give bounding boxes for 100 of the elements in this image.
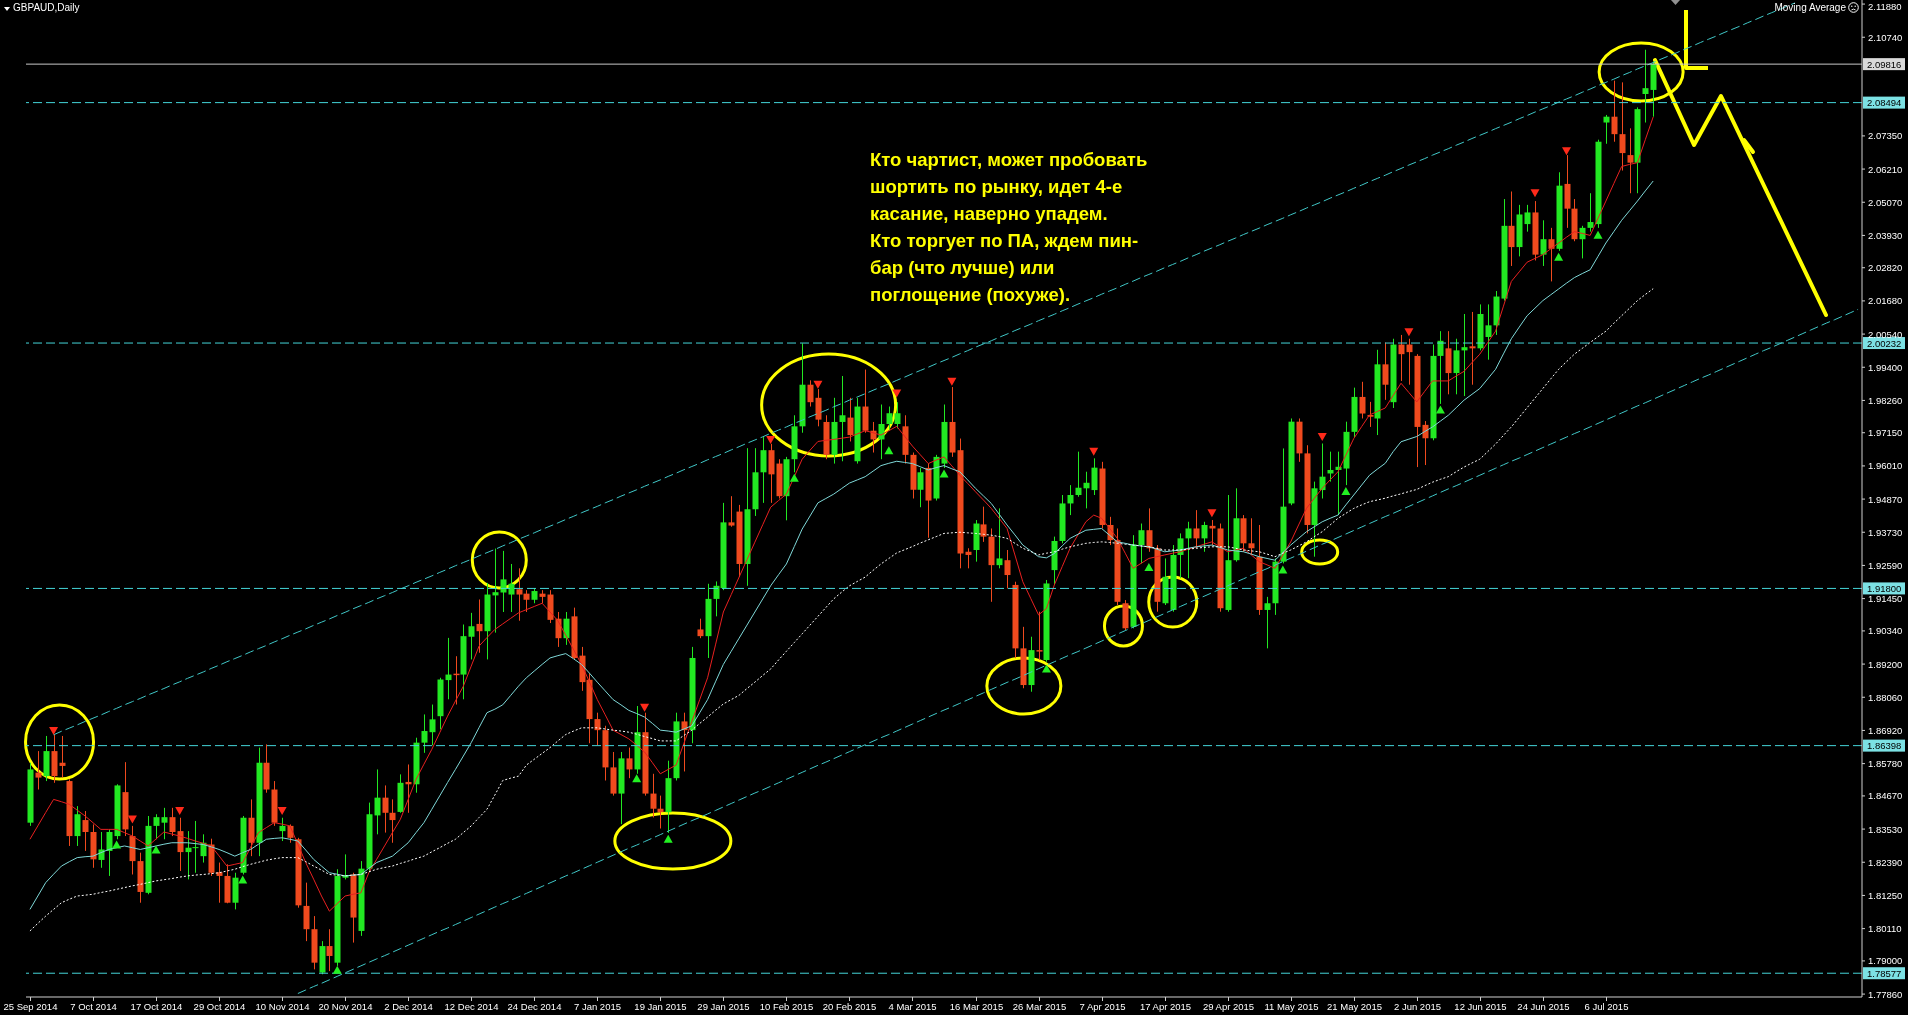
y-tick-label: 1.85780 (1868, 758, 1903, 770)
candlestick (1193, 509, 1200, 549)
candlestick (594, 712, 601, 746)
y-tick-label: 2.03930 (1868, 229, 1903, 241)
candlestick (74, 805, 81, 847)
y-tick-label: 2.11880 (1868, 0, 1902, 12)
candlestick (1248, 517, 1255, 556)
candlestick (1548, 227, 1555, 282)
y-tick-label: 1.91450 (1868, 593, 1903, 605)
candlestick (169, 807, 176, 837)
point (892, 389, 902, 398)
candlestick (1453, 338, 1460, 395)
candlestick (980, 506, 987, 543)
x-tick-label: 26 Mar 2015 (1012, 1001, 1067, 1012)
candlestick (389, 798, 396, 844)
candlestick (847, 397, 854, 442)
y-tick-label: 2.02820 (1868, 262, 1903, 274)
y-tick-label: 1.88060 (1868, 691, 1903, 703)
candlestick (1083, 471, 1090, 509)
x-tick-label: 7 Apr 2015 (1079, 1001, 1126, 1012)
candlestick (1461, 313, 1468, 397)
ref-line-label: 2.00232 (1867, 337, 1902, 349)
y-tick-label: 1.98260 (1868, 394, 1903, 406)
y-tick-label: 1.99400 (1868, 361, 1903, 373)
x-tick-label: 17 Oct 2014 (130, 1001, 183, 1012)
y-tick-label: 2.05070 (1868, 196, 1903, 208)
y-tick-label: 1.79000 (1868, 955, 1903, 967)
candlestick (886, 406, 893, 432)
x-tick-label: 12 Jun 2015 (1454, 1001, 1507, 1012)
x-tick-label: 24 Dec 2014 (507, 1001, 562, 1012)
candlestick (1185, 521, 1192, 579)
candlestick (1201, 521, 1208, 553)
candlestick (429, 704, 436, 746)
x-tick-label: 16 Mar 2015 (949, 1001, 1004, 1012)
x-tick-label: 12 Dec 2014 (444, 1001, 499, 1012)
candlestick (82, 810, 89, 852)
candlestick (1611, 80, 1618, 143)
candlestick (1367, 401, 1374, 428)
ref-line-label: 1.91800 (1867, 582, 1902, 594)
chart-title: GBPAUD,Daily (13, 2, 80, 13)
point (1207, 509, 1217, 518)
candlestick (35, 750, 42, 791)
candlestick (697, 618, 704, 639)
candlestick (185, 830, 192, 880)
ref-line-label: 2.09816 (1867, 58, 1902, 70)
point (1593, 230, 1603, 239)
x-tick-label: 21 May 2015 (1327, 1001, 1382, 1012)
x-tick-label: 2 Jun 2015 (1393, 1001, 1442, 1012)
candlestick (1587, 192, 1594, 233)
candlestick (98, 831, 105, 869)
candlestick (1075, 451, 1082, 498)
candlestick (626, 747, 633, 779)
candlestick (1091, 457, 1098, 496)
candlestick (1508, 190, 1515, 267)
candlestick (192, 820, 199, 874)
x-tick-label: 20 Nov 2014 (318, 1001, 373, 1012)
point (1341, 486, 1351, 495)
y-tick-label: 1.96010 (1868, 460, 1903, 472)
candlestick (492, 548, 499, 634)
x-tick-label: 17 Apr 2015 (1139, 1001, 1192, 1012)
candlestick (894, 401, 901, 429)
candlestick (303, 882, 310, 942)
candlestick (476, 598, 483, 654)
x-tick-label: 29 Apr 2015 (1202, 1001, 1255, 1012)
y-tick-label: 1.82390 (1868, 856, 1903, 868)
candlestick (807, 379, 814, 408)
candlestick (965, 547, 972, 569)
candlestick (382, 784, 389, 834)
candlestick (728, 495, 735, 528)
point (813, 380, 823, 389)
candlestick (1524, 204, 1531, 233)
x-tick-label: 7 Oct 2014 (70, 1001, 117, 1012)
candlestick (563, 611, 570, 646)
candlestick (1004, 549, 1011, 589)
candlestick (1485, 303, 1492, 361)
candlestick (1619, 81, 1626, 172)
point (112, 840, 122, 849)
x-tick-label: 29 Jan 2015 (697, 1001, 750, 1012)
ref-line-label: 2.08494 (1867, 97, 1902, 109)
y-tick-label: 1.81250 (1868, 889, 1903, 901)
candlestick (59, 735, 66, 779)
candlestick (650, 773, 657, 818)
x-tick-label: 4 Mar 2015 (888, 1001, 937, 1012)
x-tick-label: 11 May 2015 (1264, 1001, 1319, 1012)
y-tick-label: 1.77860 (1868, 988, 1903, 1000)
candlestick (760, 436, 767, 504)
candlestick (1406, 338, 1413, 386)
y-tick-label: 1.84670 (1868, 790, 1903, 802)
ref-line-label: 1.86398 (1867, 740, 1902, 752)
y-tick-label: 1.86920 (1868, 724, 1903, 736)
candlestick (1138, 523, 1145, 564)
annotation: Кто чартист, может пробовать шортить по рынку, идет 4-е касание, наверно упадем. Кто торгует по ПА, ждем пин- бар (что лучше) или поглощение (похуже). (870, 148, 1148, 307)
y-tick-label: 1.97150 (1868, 427, 1903, 439)
candlestick (1264, 596, 1271, 649)
point (175, 807, 185, 816)
point (332, 965, 342, 974)
x-tick-label: 7 Jan 2015 (573, 1001, 622, 1012)
candlestick (1067, 484, 1074, 516)
candlestick (161, 807, 168, 840)
point (127, 815, 137, 824)
